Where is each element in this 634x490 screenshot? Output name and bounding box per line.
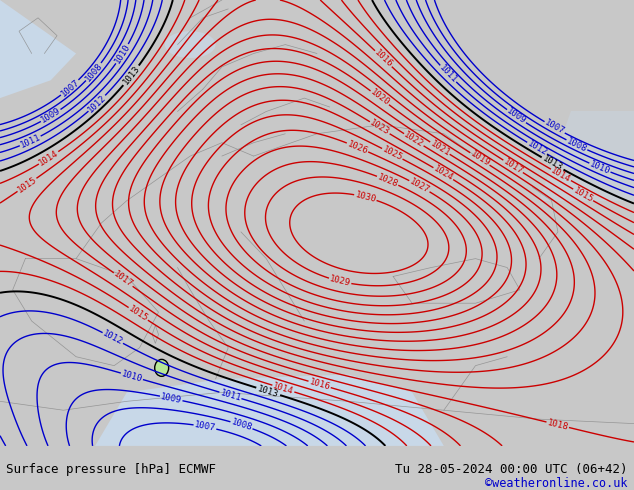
Text: 1027: 1027 — [408, 177, 431, 195]
Text: 1007: 1007 — [59, 77, 81, 98]
Text: 1012: 1012 — [86, 93, 108, 114]
Text: 1008: 1008 — [565, 136, 588, 154]
Text: 1012: 1012 — [526, 139, 548, 158]
Text: 1009: 1009 — [39, 106, 62, 125]
Text: 1011: 1011 — [437, 63, 459, 85]
Text: 1030: 1030 — [354, 190, 377, 204]
Text: 1011: 1011 — [219, 388, 242, 403]
Text: 1007: 1007 — [193, 420, 216, 433]
Text: 1018: 1018 — [547, 418, 569, 432]
Text: 1008: 1008 — [83, 61, 104, 83]
Text: 1014: 1014 — [37, 148, 60, 168]
Text: 1017: 1017 — [501, 157, 524, 176]
Polygon shape — [95, 374, 444, 446]
Text: 1025: 1025 — [380, 145, 404, 163]
Text: 1013: 1013 — [541, 154, 564, 173]
Text: 1014: 1014 — [272, 381, 295, 396]
Text: 1013: 1013 — [121, 64, 141, 87]
Text: 1026: 1026 — [346, 139, 369, 156]
Text: Surface pressure [hPa] ECMWF: Surface pressure [hPa] ECMWF — [6, 463, 216, 476]
Text: 1009: 1009 — [505, 106, 528, 126]
Text: 1008: 1008 — [230, 417, 253, 433]
Text: 1022: 1022 — [403, 130, 425, 149]
Text: 1010: 1010 — [120, 369, 143, 384]
Text: 1007: 1007 — [543, 118, 566, 137]
Ellipse shape — [155, 359, 169, 376]
Text: 1017: 1017 — [112, 270, 134, 290]
Text: 1010: 1010 — [588, 159, 612, 176]
Text: 1010: 1010 — [113, 43, 132, 65]
Text: 1020: 1020 — [368, 88, 391, 108]
Text: 1013: 1013 — [257, 384, 280, 399]
Ellipse shape — [165, 31, 216, 58]
Text: 1014: 1014 — [549, 166, 573, 184]
Polygon shape — [539, 112, 634, 201]
Text: 1016: 1016 — [308, 377, 331, 392]
Text: 1029: 1029 — [328, 274, 351, 288]
Text: 1011: 1011 — [19, 133, 42, 150]
Polygon shape — [0, 0, 76, 98]
Text: 1009: 1009 — [160, 392, 183, 405]
Text: 1021: 1021 — [429, 139, 451, 158]
Text: 1023: 1023 — [368, 119, 391, 137]
Text: 1012: 1012 — [101, 329, 124, 347]
Text: Tu 28-05-2024 00:00 UTC (06+42): Tu 28-05-2024 00:00 UTC (06+42) — [395, 463, 628, 476]
Text: 1015: 1015 — [16, 175, 39, 195]
Text: 1015: 1015 — [127, 304, 150, 323]
Text: 1024: 1024 — [432, 164, 455, 183]
Text: 1019: 1019 — [469, 149, 491, 169]
Text: 1016: 1016 — [373, 48, 394, 70]
Text: ©weatheronline.co.uk: ©weatheronline.co.uk — [485, 477, 628, 490]
Text: 1015: 1015 — [572, 186, 595, 204]
Text: 1028: 1028 — [376, 172, 399, 189]
